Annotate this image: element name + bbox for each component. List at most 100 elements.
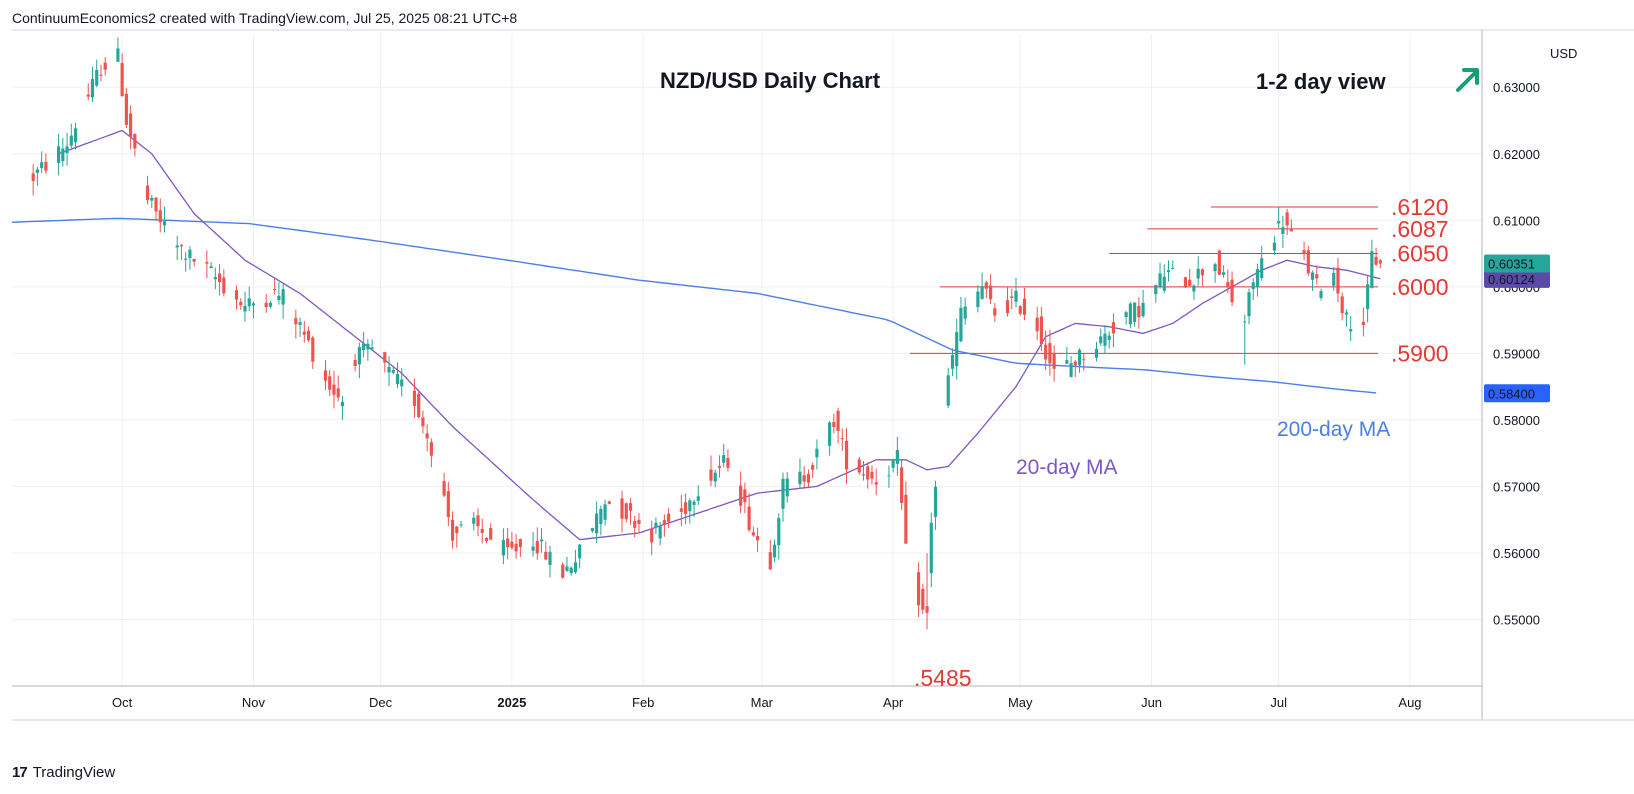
candle bbox=[35, 166, 40, 186]
candle-body bbox=[442, 481, 446, 496]
tradingview-footer[interactable]: 17 TradingView bbox=[12, 764, 115, 781]
candle-body bbox=[489, 528, 493, 540]
candle bbox=[366, 339, 370, 361]
candle bbox=[900, 460, 904, 511]
candle-body bbox=[205, 262, 209, 264]
candle-body bbox=[277, 295, 281, 301]
candle-body bbox=[696, 496, 700, 501]
candle-body bbox=[1361, 321, 1365, 326]
candle bbox=[294, 309, 298, 339]
candle bbox=[1188, 268, 1192, 286]
candle bbox=[251, 301, 256, 319]
candle bbox=[129, 105, 133, 150]
candle bbox=[565, 556, 569, 572]
low-level-label: .5485 bbox=[914, 665, 972, 691]
candle-body bbox=[900, 467, 904, 504]
candle-body bbox=[124, 93, 128, 125]
candle bbox=[683, 493, 688, 525]
candle bbox=[383, 351, 387, 373]
candle-body bbox=[1158, 273, 1162, 287]
candle-body bbox=[44, 161, 48, 171]
candle bbox=[874, 468, 878, 496]
candle-body bbox=[1128, 303, 1132, 325]
candle-body bbox=[1272, 242, 1277, 251]
candle-body bbox=[870, 471, 874, 479]
candle bbox=[904, 481, 908, 544]
candle bbox=[658, 521, 662, 546]
candle-body bbox=[294, 318, 298, 325]
candle bbox=[692, 499, 696, 518]
candle-body bbox=[590, 528, 594, 532]
candle-body bbox=[281, 289, 285, 305]
candle bbox=[561, 562, 565, 579]
candle bbox=[628, 498, 633, 525]
candle-body bbox=[1255, 269, 1260, 288]
candle bbox=[179, 243, 184, 261]
candle-body bbox=[209, 266, 213, 269]
candle bbox=[624, 502, 628, 523]
candle bbox=[501, 528, 506, 565]
candle bbox=[213, 267, 217, 290]
candle-body bbox=[1069, 363, 1073, 377]
candle bbox=[840, 428, 844, 451]
candle bbox=[815, 439, 819, 470]
level-label: .6120 bbox=[1391, 194, 1449, 220]
candle-body bbox=[637, 519, 641, 524]
candle bbox=[531, 532, 535, 557]
candle-body bbox=[243, 305, 247, 312]
candle bbox=[857, 456, 861, 475]
candle bbox=[1349, 316, 1353, 341]
candle bbox=[239, 298, 243, 310]
candle bbox=[281, 283, 285, 319]
y-tick-label: 0.55000 bbox=[1493, 612, 1540, 627]
x-tick-label: Jun bbox=[1141, 695, 1162, 710]
candle bbox=[895, 436, 899, 476]
candle bbox=[99, 64, 103, 82]
candle bbox=[1247, 288, 1251, 325]
candle bbox=[192, 258, 196, 267]
candle-body bbox=[302, 331, 306, 335]
candle-body bbox=[806, 474, 811, 483]
candle-body bbox=[904, 494, 908, 544]
candle-body bbox=[1154, 284, 1158, 295]
candle bbox=[955, 318, 959, 380]
ma200-annotation: 200-day MA bbox=[1277, 418, 1390, 441]
candle bbox=[154, 197, 158, 221]
candle bbox=[1260, 245, 1264, 281]
ma20-price-tag-bg bbox=[1484, 269, 1550, 288]
y-tick-label: 0.57000 bbox=[1493, 479, 1540, 494]
ma20-line bbox=[58, 129, 1381, 541]
candle bbox=[620, 490, 624, 533]
candle-body bbox=[866, 466, 870, 480]
candle bbox=[1217, 249, 1221, 276]
candle bbox=[1099, 328, 1103, 346]
candle bbox=[61, 137, 65, 167]
candle bbox=[696, 485, 700, 506]
candle-body bbox=[179, 245, 184, 247]
candle bbox=[993, 302, 997, 322]
tradingview-logo-icon: 17 bbox=[12, 764, 28, 781]
x-tick-label: Jul bbox=[1270, 695, 1287, 710]
candle bbox=[777, 513, 781, 560]
candle-body bbox=[1230, 279, 1234, 303]
candle-body bbox=[633, 520, 637, 528]
candle bbox=[332, 370, 336, 409]
candle-body bbox=[1133, 302, 1137, 323]
candle bbox=[234, 285, 239, 310]
candle-body bbox=[450, 519, 455, 541]
candle bbox=[362, 332, 366, 357]
x-tick-label: Aug bbox=[1398, 695, 1421, 710]
candle bbox=[539, 527, 544, 553]
candle bbox=[743, 482, 747, 514]
x-tick-label: Mar bbox=[751, 695, 774, 710]
candle-body bbox=[353, 360, 357, 367]
last-price-tag: 0.60351 bbox=[1488, 257, 1535, 272]
candle bbox=[1103, 325, 1107, 353]
candle bbox=[950, 348, 955, 377]
candle bbox=[709, 455, 713, 487]
candle bbox=[273, 278, 277, 295]
candle bbox=[69, 123, 73, 149]
candle-body bbox=[387, 366, 391, 373]
candle bbox=[1366, 275, 1370, 323]
